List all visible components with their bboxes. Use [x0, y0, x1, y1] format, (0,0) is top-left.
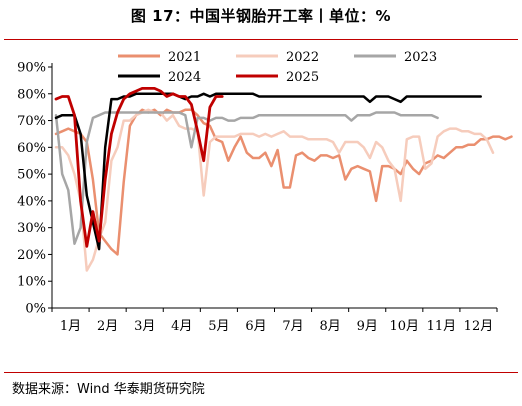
- y-tick-label: 50%: [17, 168, 46, 183]
- x-tick-label: 2月: [97, 319, 118, 334]
- source-rule: [4, 372, 518, 373]
- series-lines: [54, 87, 513, 272]
- y-tick-label: 60%: [17, 141, 46, 156]
- legend-label-2025: 2025: [286, 70, 319, 85]
- series-line-2021: [54, 108, 513, 256]
- legend-label-2024: 2024: [168, 70, 201, 85]
- x-tick-label: 11月: [427, 319, 457, 334]
- x-tick-label: 3月: [134, 319, 155, 334]
- line-chart: 0% 10% 20% 30% 40% 50% 60% 70% 80% 90% 1月 2月 3月 4月 5月…: [17, 50, 513, 334]
- y-tick-label: 70%: [17, 114, 46, 129]
- source-note: 数据来源：Wind 华泰期货研究院: [12, 382, 205, 397]
- series-line-2022: [54, 108, 495, 272]
- legend-label-2022: 2022: [286, 50, 319, 65]
- legend-label-2021: 2021: [168, 50, 201, 65]
- chart-title: 图 17：中国半钢胎开工率丨单位：%: [130, 7, 392, 25]
- series-line-2025: [54, 87, 224, 248]
- y-tick-label: 90%: [17, 61, 46, 76]
- series-line-2023: [54, 111, 439, 245]
- y-tick-label: 0%: [25, 302, 46, 317]
- y-tick-label: 80%: [17, 87, 46, 102]
- y-tick-label: 30%: [17, 221, 46, 236]
- title-rule: [4, 39, 518, 40]
- y-tick-label: 20%: [17, 248, 46, 263]
- y-tick-label: 10%: [17, 275, 46, 290]
- y-axis: 0% 10% 20% 30% 40% 50% 60% 70% 80% 90%: [17, 61, 53, 317]
- x-tick-label: 5月: [208, 319, 229, 334]
- x-tick-label: 10月: [390, 319, 420, 334]
- x-axis: 1月 2月 3月 4月 5月 6月 7月 8月 9月 10月 11月 12月: [51, 307, 498, 334]
- legend: 2021 2022 2023 2024 2025: [118, 50, 437, 85]
- x-tick-label: 12月: [464, 319, 494, 334]
- x-tick-label: 1月: [60, 319, 81, 334]
- x-tick-label: 8月: [319, 319, 340, 334]
- x-tick-label: 7月: [282, 319, 303, 334]
- legend-label-2023: 2023: [404, 50, 437, 65]
- x-tick-label: 6月: [245, 319, 266, 334]
- x-tick-label: 4月: [171, 319, 192, 334]
- x-tick-label: 9月: [357, 319, 378, 334]
- y-tick-label: 40%: [17, 194, 46, 209]
